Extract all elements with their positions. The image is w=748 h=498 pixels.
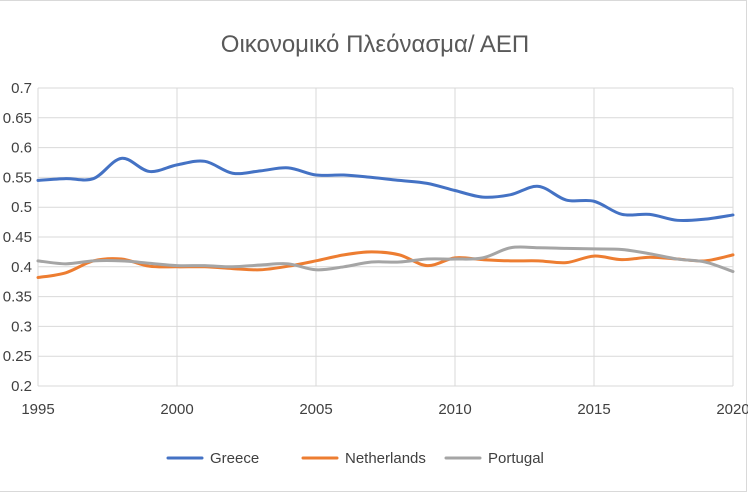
series-line-greece bbox=[36, 156, 735, 223]
y-tick-label: 0.6 bbox=[11, 140, 32, 157]
x-tick-label: 2005 bbox=[299, 401, 332, 418]
series-lines bbox=[36, 156, 735, 280]
legend-label-netherlands: Netherlands bbox=[345, 450, 426, 467]
series-line-netherlands bbox=[36, 250, 735, 280]
x-tick-label: 2000 bbox=[160, 401, 193, 418]
y-tick-label: 0.4 bbox=[11, 259, 32, 276]
y-tick-label: 0.7 bbox=[11, 80, 32, 97]
y-tick-label: 0.3 bbox=[11, 318, 32, 335]
x-tick-label: 2010 bbox=[438, 401, 471, 418]
grid bbox=[37, 87, 734, 387]
x-tick-label: 2020 bbox=[716, 401, 748, 418]
legend-label-greece: Greece bbox=[210, 450, 259, 467]
y-tick-label: 0.5 bbox=[11, 199, 32, 216]
y-tick-label: 0.65 bbox=[3, 110, 32, 127]
x-tick-label: 2015 bbox=[577, 401, 610, 418]
y-axis-ticks: 0.2 0.25 0.3 0.35 0.4 0.45 0.5 0.55 0.6 0.65 0.7 bbox=[3, 80, 32, 395]
x-tick-label: 1995 bbox=[21, 401, 54, 418]
legend-label-portugal: Portugal bbox=[488, 450, 544, 467]
series-line-portugal bbox=[36, 245, 735, 274]
y-tick-label: 0.45 bbox=[3, 229, 32, 246]
y-tick-label: 0.25 bbox=[3, 348, 32, 365]
legend: Greece Netherlands Portugal bbox=[166, 450, 544, 467]
y-tick-label: 0.55 bbox=[3, 169, 32, 186]
y-tick-label: 0.35 bbox=[3, 289, 32, 306]
y-tick-label: 0.2 bbox=[11, 378, 32, 395]
x-axis-ticks: 1995 2000 2005 2010 2015 2020 bbox=[21, 401, 748, 418]
chart-title: Οικονομικό Πλεόνασμα/ ΑΕΠ bbox=[221, 31, 529, 58]
